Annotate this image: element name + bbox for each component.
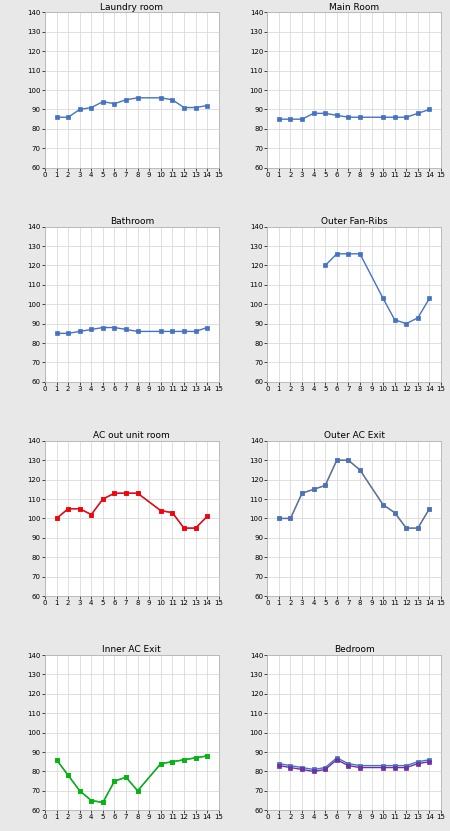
Title: AC out unit room: AC out unit room: [94, 431, 170, 440]
Title: Laundry room: Laundry room: [100, 2, 163, 12]
Title: Bathroom: Bathroom: [110, 217, 154, 226]
Title: Outer AC Exit: Outer AC Exit: [324, 431, 385, 440]
Title: Outer Fan-Ribs: Outer Fan-Ribs: [321, 217, 387, 226]
Title: Main Room: Main Room: [329, 2, 379, 12]
Title: Inner AC Exit: Inner AC Exit: [103, 645, 161, 654]
Title: Bedroom: Bedroom: [334, 645, 374, 654]
